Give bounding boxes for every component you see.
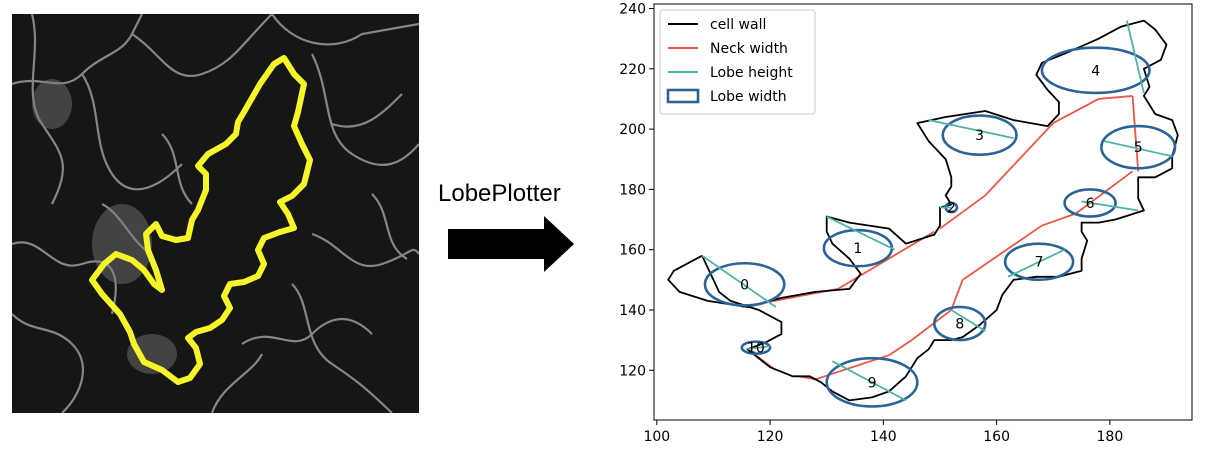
lobe-height-line — [950, 309, 986, 332]
lobe-width-ellipse — [1100, 124, 1177, 170]
plot-labels-layer: 0 1 2 3 4 5 6 7 8 9 10 — [740, 63, 1143, 391]
micrograph-image — [12, 14, 419, 413]
legend-label: Lobe width — [710, 89, 787, 105]
neck-width-line — [950, 279, 964, 311]
y-tick-label: 140 — [619, 303, 646, 319]
lobe-label: 5 — [1134, 140, 1143, 156]
neck-width-line — [984, 164, 1015, 197]
lobe-label: 6 — [1086, 196, 1095, 212]
lobe-plot: 0 1 2 3 4 5 6 7 8 9 10 100 120 140 160 180 120 140 160 18… — [619, 2, 1193, 445]
lobe-label: 0 — [740, 277, 749, 293]
lobe-height-line — [1104, 140, 1173, 158]
lobe-width-ellipse — [941, 114, 1018, 157]
neck-width-line — [911, 309, 952, 341]
lobe-label: 10 — [747, 341, 765, 357]
neck-width-line — [962, 224, 1043, 281]
lobe-width-ellipse — [825, 356, 919, 408]
y-tick-label: 160 — [619, 243, 646, 259]
neck-width-line — [1052, 98, 1099, 124]
y-tick-label: 180 — [619, 182, 646, 198]
lobe-label: 8 — [955, 317, 964, 333]
y-tick-label: 220 — [619, 62, 646, 78]
lobe-height-line — [701, 254, 777, 308]
y-tick-label: 240 — [619, 2, 646, 18]
lobe-height-line — [747, 345, 771, 351]
x-tick-label: 120 — [757, 429, 784, 445]
y-tick-label: 200 — [619, 122, 646, 138]
lobe-label: 2 — [947, 200, 956, 216]
x-tick-label: 180 — [1097, 429, 1124, 445]
lobe-width-ellipse — [1040, 46, 1151, 95]
lobe-width-ellipse — [1003, 242, 1075, 282]
x-axis: 100 120 140 160 180 — [643, 420, 1123, 445]
arrow-label: LobePlotter — [438, 180, 561, 207]
lobe-height-line — [1007, 248, 1065, 278]
legend-label: Neck width — [710, 41, 788, 57]
lobe-width-ellipse — [933, 305, 987, 342]
x-tick-label: 160 — [983, 429, 1010, 445]
neck-width-line — [1131, 95, 1140, 172]
lobe-height-line — [928, 119, 1014, 140]
lobe-height-line — [1081, 200, 1139, 212]
legend: cell wall Neck width Lobe height Lobe width — [659, 9, 816, 115]
plot-data-layer — [667, 19, 1179, 408]
legend-label: Lobe height — [710, 65, 793, 81]
neck-width-line — [1098, 95, 1133, 100]
neck-width-line — [837, 230, 935, 290]
lobe-width-ellipse — [1063, 188, 1117, 218]
lobe-label: 1 — [853, 241, 862, 257]
x-tick-label: 100 — [643, 429, 670, 445]
lobe-height-line — [1125, 20, 1145, 94]
lobe-height-line — [826, 215, 896, 251]
y-tick-label: 120 — [619, 363, 646, 379]
cell-outline — [89, 55, 313, 385]
legend-swatch — [666, 88, 700, 104]
x-tick-label: 140 — [870, 429, 897, 445]
lobe-label: 3 — [975, 128, 984, 144]
lobe-width-ellipse — [740, 340, 772, 355]
y-axis: 120 140 160 180 200 220 240 — [619, 2, 654, 379]
right-arrow-icon — [448, 216, 574, 272]
lobe-label: 9 — [868, 375, 877, 391]
lobe-height-line — [831, 360, 907, 402]
legend-box — [659, 9, 816, 115]
neck-width-line — [1012, 122, 1054, 166]
neck-width-line — [939, 194, 986, 230]
lobe-width-ellipse — [703, 261, 786, 307]
neck-width-line — [1041, 212, 1077, 227]
lobe-label: 4 — [1091, 63, 1100, 79]
neck-width-line — [888, 339, 913, 356]
lobe-label: 7 — [1035, 255, 1044, 271]
plot-frame — [653, 3, 1193, 421]
legend-label: cell wall — [710, 17, 766, 33]
